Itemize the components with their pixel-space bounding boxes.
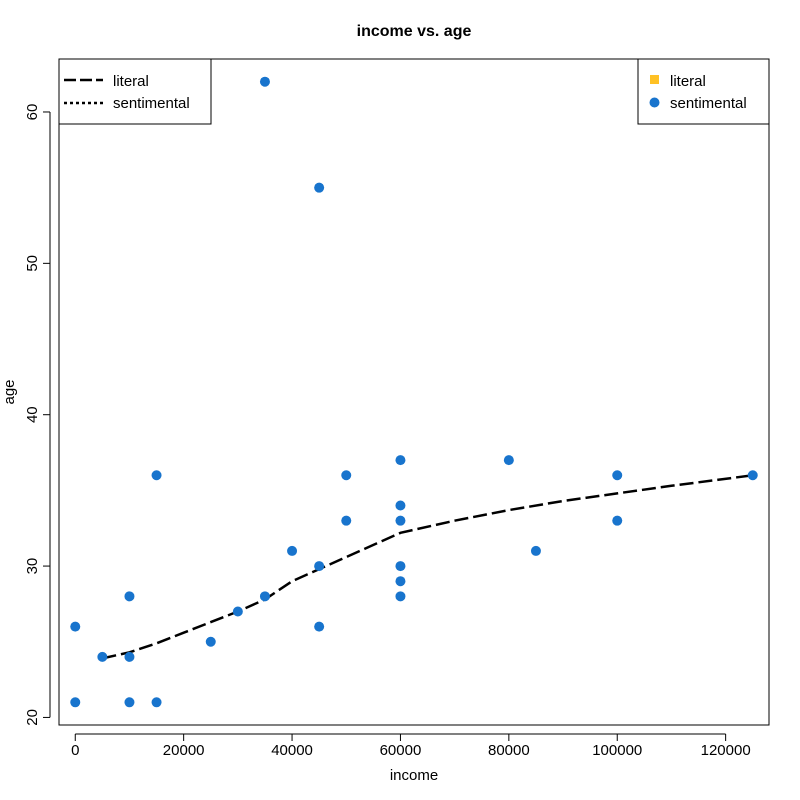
- y-axis: 20 30 40 50 60: [24, 104, 51, 726]
- data-point-sentimental: [314, 561, 325, 572]
- data-point-sentimental: [151, 470, 162, 481]
- data-point-sentimental: [395, 576, 406, 587]
- trend-line-literal: [102, 474, 753, 660]
- data-point-sentimental: [124, 651, 135, 662]
- data-point-sentimental: [395, 591, 406, 602]
- x-tick-label: 100000: [592, 742, 642, 759]
- data-point-sentimental: [232, 606, 243, 617]
- x-axis-label: income: [390, 767, 438, 784]
- data-point-sentimental: [530, 545, 541, 556]
- x-tick-label: 60000: [380, 742, 422, 759]
- data-point-sentimental: [395, 455, 406, 466]
- data-point-sentimental: [395, 561, 406, 572]
- data-point-sentimental: [124, 591, 135, 602]
- y-tick-label: 30: [24, 558, 41, 575]
- line-legend-box: [58, 58, 212, 125]
- data-point-sentimental: [70, 621, 81, 632]
- x-tick-label: 20000: [163, 742, 205, 759]
- data-point-sentimental: [151, 697, 162, 708]
- x-axis: 0 20000 40000 60000 80000 100000 120000: [71, 733, 751, 759]
- y-tick-label: 60: [24, 104, 41, 121]
- data-point-sentimental: [341, 470, 352, 481]
- x-tick-label: 0: [71, 742, 79, 759]
- data-point-sentimental: [205, 636, 216, 647]
- plot-frame: [58, 58, 770, 726]
- chart-title: income vs. age: [357, 23, 472, 40]
- trend-lines: [102, 474, 753, 660]
- data-point-sentimental: [259, 591, 270, 602]
- x-tick-label: 120000: [701, 742, 751, 759]
- y-axis-label: age: [1, 379, 18, 404]
- legend-circle-marker: [649, 97, 660, 108]
- legend-line-literal-label: literal: [113, 73, 149, 90]
- point-legend: literal sentimental: [637, 58, 770, 125]
- legend-point-sentimental-label: sentimental: [670, 95, 747, 112]
- data-point-sentimental: [503, 455, 514, 466]
- data-point-sentimental: [747, 470, 758, 481]
- data-point-sentimental: [124, 697, 135, 708]
- data-point-sentimental: [287, 545, 298, 556]
- scatter-points: [70, 76, 758, 708]
- data-point-sentimental: [314, 621, 325, 632]
- data-point-sentimental: [395, 515, 406, 526]
- point-legend-box: [637, 58, 770, 125]
- x-tick-label: 40000: [271, 742, 313, 759]
- data-point-sentimental: [259, 76, 270, 87]
- y-tick-label: 40: [24, 406, 41, 423]
- legend-square-marker: [650, 75, 659, 84]
- data-point-sentimental: [97, 651, 108, 662]
- legend-line-sentimental-label: sentimental: [113, 95, 190, 112]
- y-tick-label: 50: [24, 255, 41, 272]
- line-legend: literal sentimental: [58, 58, 212, 125]
- data-point-sentimental: [612, 515, 623, 526]
- data-point-sentimental: [314, 182, 325, 193]
- data-point-sentimental: [612, 470, 623, 481]
- data-point-sentimental: [341, 515, 352, 526]
- legend-point-literal-label: literal: [670, 73, 706, 90]
- data-point-sentimental: [395, 500, 406, 511]
- data-point-sentimental: [70, 697, 81, 708]
- x-tick-label: 80000: [488, 742, 530, 759]
- y-tick-label: 20: [24, 709, 41, 726]
